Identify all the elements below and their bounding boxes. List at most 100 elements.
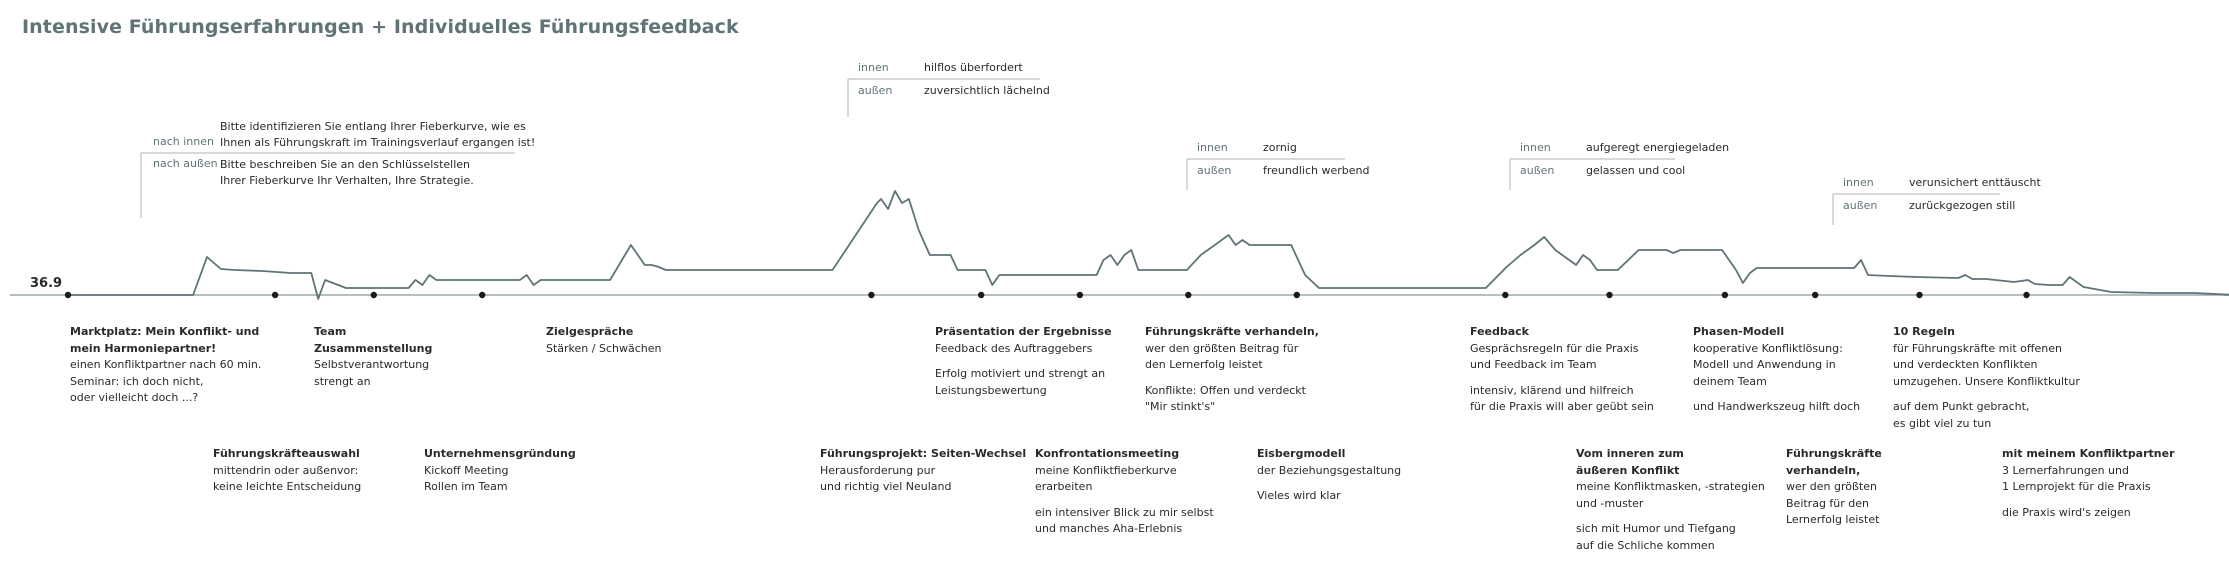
stage-text: strengt an <box>314 374 371 388</box>
stage-marker <box>1916 291 1923 299</box>
stage-fuehrungskraefteauswahl: Führungskräfteauswahl mittendrin oder au… <box>213 446 361 496</box>
stage-text: kooperative Konfliktlösung: <box>1693 341 1843 355</box>
stage-text: mittendrin oder außenvor: <box>213 463 359 477</box>
stage-marker <box>370 291 377 299</box>
stage-text: 3 Lernerfahrungen und <box>2002 463 2129 477</box>
stage-marker <box>1721 291 1729 299</box>
stage-title: Konfrontationsmeeting <box>1035 447 1180 460</box>
stage-marker <box>1185 291 1192 299</box>
stage-zielgespraeche: Zielgespräche Stärken / Schwächen <box>546 324 661 357</box>
stage-title: Team <box>314 325 347 338</box>
stage-title: Führungskräfteauswahl <box>213 447 360 460</box>
stage-text: Lernerfolg leistet <box>1786 513 1880 526</box>
stage-marker <box>2023 291 2030 299</box>
stage-title: Präsentation der Ergebnisse <box>935 325 1112 338</box>
stage-fuehrungskraefte-verhandeln-2: Führungskräfte verhandeln, wer den größt… <box>1786 446 1882 529</box>
stage-text: umzugehen. Unsere Konfliktkultur <box>1893 374 2080 388</box>
annotation-text-line: Bitte identifizieren Sie entlang Ihrer F… <box>220 120 526 133</box>
annotation-value-inner: aufgeregt energiegeladen <box>1586 141 1730 154</box>
stage-title: Eisbergmodell <box>1257 447 1346 460</box>
spacer <box>1257 479 1401 488</box>
stage-title: 10 Regeln <box>1893 325 1956 338</box>
stage-marker <box>868 291 875 299</box>
stage-title: Führungskräfte verhandeln, <box>1145 325 1319 338</box>
annotation-value-inner: verunsichert enttäuscht <box>1909 176 2041 189</box>
spacer <box>1576 512 1765 521</box>
stage-text: keine leichte Entscheidung <box>213 480 362 493</box>
stage-title: äußeren Konflikt <box>1576 463 1680 477</box>
stage-text: der Beziehungsgestaltung <box>1257 463 1402 477</box>
spacer <box>1893 390 2080 399</box>
stage-title: mit meinem Konfliktpartner <box>2002 447 2175 460</box>
stage-feedback: Feedback Gesprächsregeln für die Praxis … <box>1470 324 1654 416</box>
stage-marker <box>1076 291 1084 299</box>
stage-text: wer den größten Beitrag für <box>1145 341 1299 355</box>
stage-text: erarbeiten <box>1035 480 1093 493</box>
stage-text: Selbstverantwortung <box>314 358 430 371</box>
stage-text: oder vielleicht doch ...? <box>70 391 199 404</box>
stage-text: Modell und Anwendung in <box>1693 358 1836 371</box>
spacer <box>1693 390 1860 399</box>
annotation-value-outer: Bitte beschreiben Sie an den Schlüsselst… <box>220 157 474 189</box>
stage-text: und verdeckten Konflikten <box>1893 358 2038 371</box>
spacer <box>2002 496 2175 505</box>
stage-marker <box>1812 291 1819 299</box>
stage-praesentation: Präsentation der Ergebnisse Feedback des… <box>935 324 1112 399</box>
annotation-key-inner: nach innen <box>153 135 214 148</box>
annotation-key-inner: innen <box>858 61 889 74</box>
stage-marker <box>1293 291 1301 299</box>
stage-text: wer den größten <box>1786 480 1877 493</box>
annotation-value-outer: gelassen und cool <box>1586 164 1686 177</box>
stage-marker <box>271 291 279 299</box>
stage-text: für die Praxis will aber geübt sein <box>1470 400 1654 413</box>
page-title: Intensive Führungserfahrungen + Individu… <box>22 16 739 38</box>
annotation-value-inner: Bitte identifizieren Sie entlang Ihrer F… <box>220 119 535 151</box>
annotation-key-outer: außen <box>1520 164 1555 177</box>
stage-team-zusammenstellung: Team Zusammenstellung Selbstverantwortun… <box>314 324 432 390</box>
stage-marktplatz: Marktplatz: Mein Konflikt- und mein Harm… <box>70 324 261 407</box>
stage-mit-meinem-konfliktpartner: mit meinem Konfliktpartner 3 Lernerfahru… <box>2002 446 2175 521</box>
annotation-key-inner: innen <box>1520 141 1551 154</box>
stage-marker <box>64 291 72 299</box>
stage-vom-inneren-zum-aeusseren-konflikt: Vom inneren zum äußeren Konflikt meine K… <box>1576 446 1765 554</box>
stage-title: Vom inneren zum <box>1576 447 1684 460</box>
stage-text: sich mit Humor und Tiefgang <box>1576 522 1736 535</box>
stage-text: Leistungsbewertung <box>935 383 1047 397</box>
annotation-key-outer: außen <box>1197 164 1232 177</box>
stage-text: auf dem Punkt gebracht, <box>1893 400 2030 413</box>
annotation-value-inner: zornig <box>1263 141 1297 154</box>
fever-curve-line <box>68 190 2229 300</box>
stage-marker <box>1502 291 1509 299</box>
stage-text: und Handwerkszeug hilft doch <box>1693 400 1861 413</box>
stage-markers <box>64 291 2030 299</box>
stage-title: Feedback <box>1470 325 1529 338</box>
spacer <box>1145 374 1319 383</box>
stage-text: und Feedback im Team <box>1470 358 1597 371</box>
annotation-key-inner: innen <box>1843 176 1874 189</box>
stage-title: Marktplatz: Mein Konflikt- und <box>70 325 260 338</box>
stage-eisbergmodell: Eisbergmodell der Beziehungsgestaltung V… <box>1257 446 1401 505</box>
stage-text: ein intensiver Blick zu mir selbst <box>1035 505 1214 519</box>
stage-text: für Führungskräfte mit offenen <box>1893 341 2062 355</box>
annotation-text-line: Ihnen als Führungskraft im Trainingsverl… <box>220 136 536 149</box>
stage-text: und richtig viel Neuland <box>820 480 952 493</box>
spacer <box>1035 496 1214 505</box>
stage-text: Konflikte: Offen und verdeckt <box>1145 383 1306 397</box>
stage-title: Zielgespräche <box>546 325 634 338</box>
annotation-text-line: Bitte beschreiben Sie an den Schlüsselst… <box>220 158 471 171</box>
stage-10-regeln: 10 Regeln für Führungskräfte mit offenen… <box>1893 324 2080 432</box>
stage-text: die Praxis wird's zeigen <box>2002 505 2131 519</box>
stage-text: Beitrag für den <box>1786 496 1870 510</box>
annotation-key-inner: innen <box>1197 141 1228 154</box>
stage-title: Führungsprojekt: Seiten-Wechsel <box>820 447 1027 460</box>
stage-marker <box>978 291 985 299</box>
annotation-value-outer: zuversichtlich lächelnd <box>924 84 1050 97</box>
spacer <box>935 357 1112 366</box>
stage-text: "Mir stinkt's" <box>1145 400 1216 413</box>
stage-text: und -muster <box>1576 496 1644 510</box>
stage-text: den Lernerfolg leistet <box>1145 358 1263 371</box>
annotation-brackets <box>140 78 2000 225</box>
stage-title: Zusammenstellung <box>314 341 433 355</box>
stage-text: deinem Team <box>1693 374 1767 388</box>
